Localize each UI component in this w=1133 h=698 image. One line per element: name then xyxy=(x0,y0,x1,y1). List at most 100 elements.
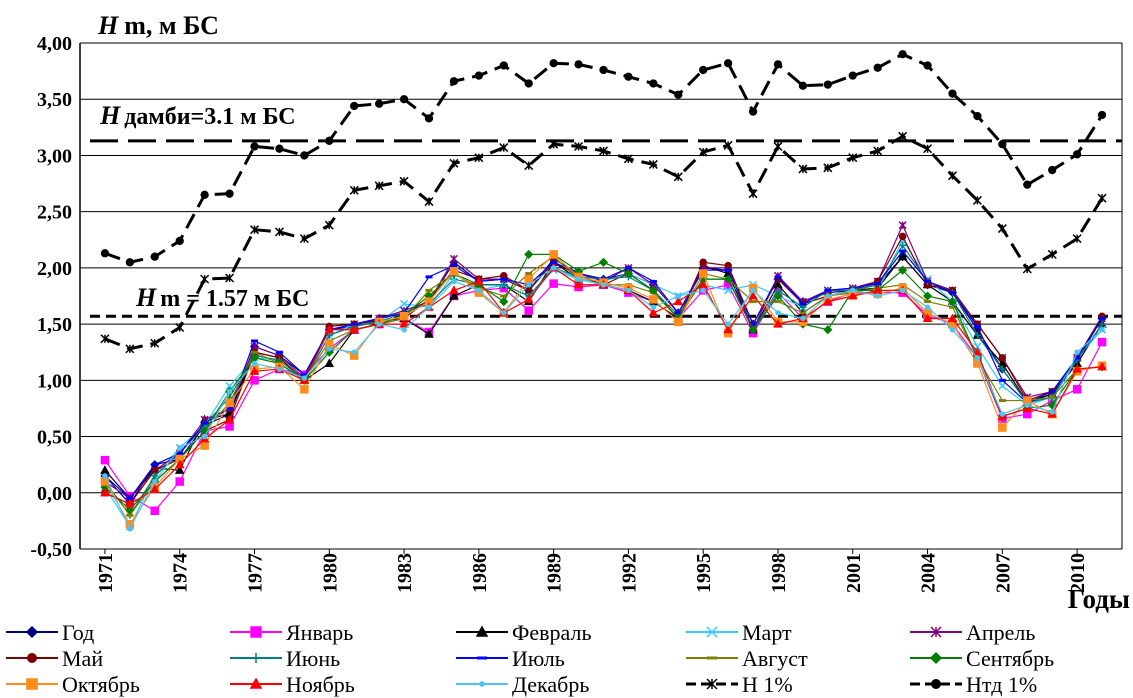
point xyxy=(999,411,1006,417)
point xyxy=(125,344,135,354)
point xyxy=(947,313,958,323)
legend-marker xyxy=(250,626,262,638)
point xyxy=(923,61,932,70)
reference-var: H xyxy=(135,283,157,312)
point xyxy=(325,136,334,145)
point xyxy=(699,258,707,266)
point xyxy=(125,498,135,508)
point xyxy=(947,297,958,307)
point xyxy=(399,176,409,186)
point xyxy=(1022,264,1032,274)
point xyxy=(1097,110,1107,120)
point xyxy=(125,505,135,515)
point xyxy=(524,161,534,171)
x-tick-label: 1989 xyxy=(544,553,566,593)
point xyxy=(175,477,184,486)
point xyxy=(499,143,509,153)
point xyxy=(200,441,209,450)
point xyxy=(525,282,532,288)
point xyxy=(724,286,733,295)
y-tick-label: 2,00 xyxy=(37,258,72,280)
point xyxy=(899,287,906,294)
point xyxy=(476,287,482,294)
point xyxy=(924,304,931,310)
point xyxy=(249,225,260,235)
point xyxy=(174,459,185,469)
point xyxy=(723,140,733,150)
point xyxy=(800,315,806,322)
x-tick-label: 1992 xyxy=(618,553,640,593)
x-tick-label: 2010 xyxy=(1067,553,1089,593)
point xyxy=(872,285,883,294)
point xyxy=(600,282,607,288)
point xyxy=(349,185,359,195)
point xyxy=(524,274,533,284)
point xyxy=(898,131,908,141)
point xyxy=(201,433,208,440)
legend-marker xyxy=(479,681,485,687)
legend-label: Январь xyxy=(286,620,353,645)
point xyxy=(599,65,608,75)
x-tick-label: 1977 xyxy=(244,553,266,593)
point xyxy=(798,81,808,90)
point xyxy=(748,290,758,300)
legend-label: Сентябрь xyxy=(966,646,1054,671)
point xyxy=(150,252,159,261)
point xyxy=(374,181,384,191)
point xyxy=(625,287,632,294)
point xyxy=(225,422,234,431)
point xyxy=(674,317,683,327)
series xyxy=(100,131,1107,354)
point xyxy=(524,286,533,295)
point xyxy=(899,241,907,249)
point xyxy=(274,227,284,237)
x-tick-label: 1983 xyxy=(394,553,416,593)
point xyxy=(175,236,184,246)
point xyxy=(1072,150,1082,159)
point xyxy=(275,144,284,153)
point xyxy=(100,487,110,497)
point xyxy=(400,299,409,308)
point xyxy=(773,291,783,301)
point xyxy=(873,146,883,156)
point xyxy=(998,381,1007,390)
point xyxy=(649,295,658,304)
point xyxy=(499,297,509,307)
point xyxy=(724,261,732,270)
point xyxy=(574,60,583,69)
point xyxy=(947,171,958,181)
point xyxy=(898,232,907,241)
point xyxy=(1097,361,1107,371)
y-tick-label: 3,50 xyxy=(37,89,72,111)
y-tick-label: 1,00 xyxy=(37,370,72,392)
point xyxy=(598,257,609,267)
point xyxy=(449,285,459,294)
reference-text: m = 1.57 м БС xyxy=(160,286,309,312)
point xyxy=(748,325,758,335)
point xyxy=(723,324,733,334)
point xyxy=(648,159,658,169)
y-tick-label: 3,00 xyxy=(37,145,72,167)
legend-marker xyxy=(475,625,489,637)
point xyxy=(650,304,657,310)
point xyxy=(226,388,233,395)
y-tick-label: 0,50 xyxy=(37,427,72,449)
point xyxy=(649,79,658,88)
legend-label: Август xyxy=(742,646,808,671)
point xyxy=(674,90,683,99)
point xyxy=(823,163,833,173)
point xyxy=(675,293,682,299)
point xyxy=(449,290,459,300)
legend-label: Октябрь xyxy=(62,672,140,697)
point xyxy=(499,61,508,70)
point xyxy=(1072,234,1082,244)
point xyxy=(1098,320,1106,328)
legend-label: Год xyxy=(62,620,94,645)
point xyxy=(102,473,108,479)
point xyxy=(300,385,309,394)
legend-marker xyxy=(706,626,718,638)
point xyxy=(424,114,434,123)
reference-text: дамби=3.1 м БС xyxy=(124,104,295,130)
point xyxy=(898,265,908,275)
